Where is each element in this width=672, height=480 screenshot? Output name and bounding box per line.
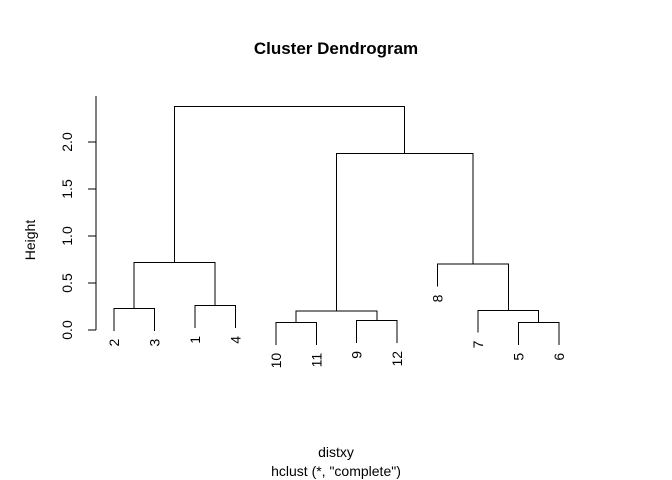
y-tick-label: 1.0 xyxy=(59,226,75,246)
y-axis-label: Height xyxy=(22,220,38,261)
dendrogram-branch xyxy=(194,305,236,328)
y-tick-label: 1.5 xyxy=(59,179,75,199)
leaf-label: 11 xyxy=(308,353,324,368)
dendrogram-branch xyxy=(133,261,216,309)
leaf-labels: 2 3 1 4 10 11 9 12 5 6 7 8 xyxy=(106,294,567,368)
y-tick-label: 0.5 xyxy=(59,273,75,293)
y-tick-label: 0.0 xyxy=(59,320,75,340)
dendrogram-branch xyxy=(335,152,474,312)
dendrogram-branch xyxy=(437,263,509,311)
leaf-label: 4 xyxy=(227,336,243,344)
leaf-label: 2 xyxy=(106,339,122,347)
method-sublabel: hclust (*, "complete") xyxy=(271,463,401,479)
x-axis-label: distxy xyxy=(318,444,354,460)
dendrogram-tree xyxy=(113,105,560,345)
leaf-label: 6 xyxy=(551,353,567,361)
leaf-label: 8 xyxy=(430,294,446,302)
dendrogram-branch xyxy=(518,321,560,345)
leaf-label: 5 xyxy=(511,353,527,361)
leaf-label: 10 xyxy=(268,353,284,369)
dendrogram-branch xyxy=(477,309,540,333)
y-axis: 0.0 0.5 1.0 1.5 2.0 xyxy=(59,96,97,340)
leaf-label: 9 xyxy=(349,351,365,359)
y-tick-label: 2.0 xyxy=(59,132,75,152)
leaf-label: 7 xyxy=(470,340,486,348)
leaf-label: 12 xyxy=(389,351,405,367)
dendrogram-branch xyxy=(174,105,406,263)
dendrogram-branch xyxy=(113,307,155,331)
chart-title: Cluster Dendrogram xyxy=(254,39,418,58)
leaf-label: 3 xyxy=(146,339,162,347)
dendrogram-branch xyxy=(356,320,398,343)
dendrogram-branch xyxy=(275,321,317,345)
leaf-label: 1 xyxy=(187,336,203,344)
